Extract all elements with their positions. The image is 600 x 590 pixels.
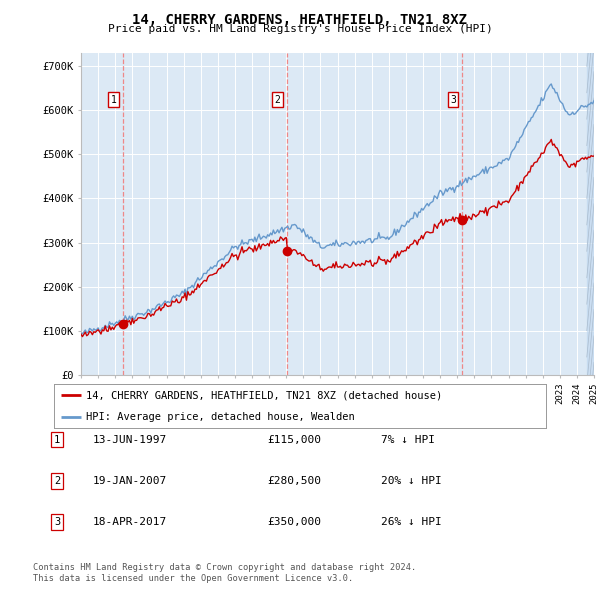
Text: Contains HM Land Registry data © Crown copyright and database right 2024.
This d: Contains HM Land Registry data © Crown c… [33, 563, 416, 583]
Text: Price paid vs. HM Land Registry's House Price Index (HPI): Price paid vs. HM Land Registry's House … [107, 24, 493, 34]
Bar [587, 53, 594, 375]
Text: £280,500: £280,500 [267, 476, 321, 486]
Text: 7% ↓ HPI: 7% ↓ HPI [381, 435, 435, 444]
Text: 3: 3 [54, 517, 60, 527]
Text: 13-JUN-1997: 13-JUN-1997 [93, 435, 167, 444]
Text: 2: 2 [275, 95, 281, 104]
Text: 18-APR-2017: 18-APR-2017 [93, 517, 167, 527]
Text: 1: 1 [110, 95, 116, 104]
Text: 1: 1 [54, 435, 60, 444]
Text: HPI: Average price, detached house, Wealden: HPI: Average price, detached house, Weal… [86, 412, 355, 422]
Text: £115,000: £115,000 [267, 435, 321, 444]
Text: 26% ↓ HPI: 26% ↓ HPI [381, 517, 442, 527]
Text: 14, CHERRY GARDENS, HEATHFIELD, TN21 8XZ: 14, CHERRY GARDENS, HEATHFIELD, TN21 8XZ [133, 13, 467, 27]
Text: 20% ↓ HPI: 20% ↓ HPI [381, 476, 442, 486]
Text: 19-JAN-2007: 19-JAN-2007 [93, 476, 167, 486]
Text: 3: 3 [450, 95, 456, 104]
Text: 14, CHERRY GARDENS, HEATHFIELD, TN21 8XZ (detached house): 14, CHERRY GARDENS, HEATHFIELD, TN21 8XZ… [86, 391, 442, 401]
Text: £350,000: £350,000 [267, 517, 321, 527]
Text: 2: 2 [54, 476, 60, 486]
